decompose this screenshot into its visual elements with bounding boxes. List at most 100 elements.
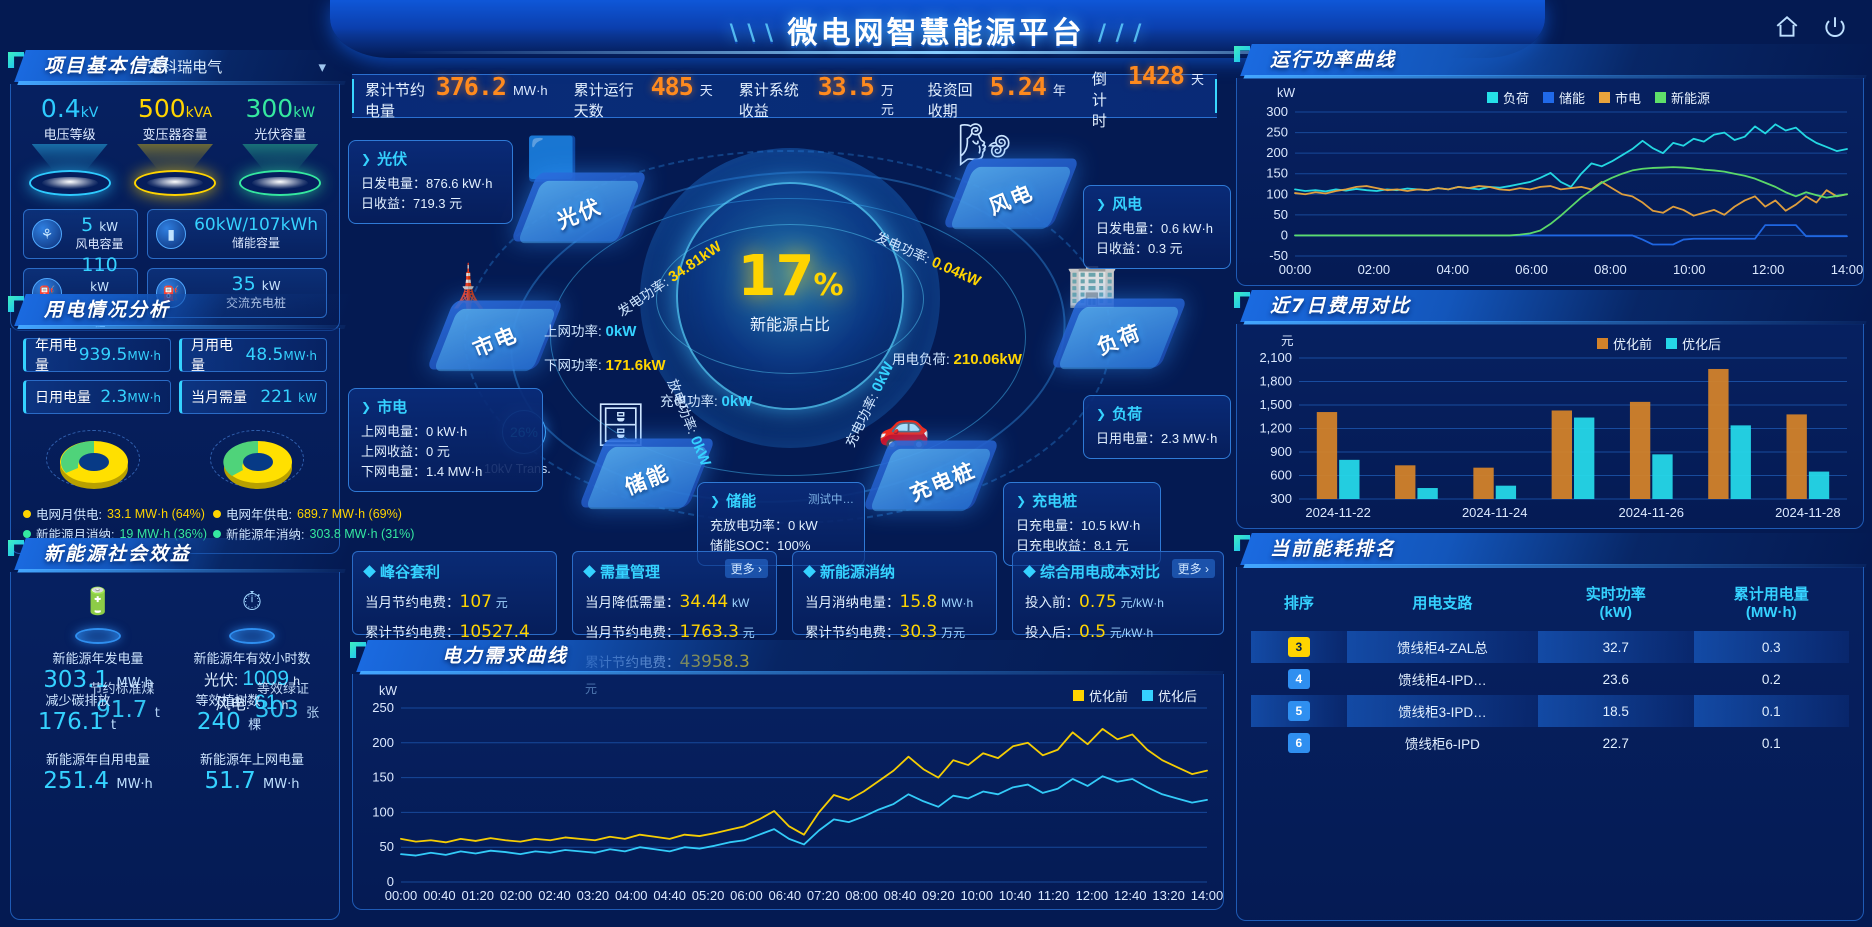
- benefit-wind-hours: 风电: 61 h: [215, 691, 289, 714]
- legend-item-renewable: 新能源: [1655, 88, 1710, 107]
- col-rank: 排序: [1283, 594, 1314, 612]
- table-row[interactable]: 6 馈线柜6-IPD 22.7 0.1: [1251, 727, 1849, 759]
- ratio-label: 新能源占比: [749, 317, 830, 334]
- panel-power-curve: 运行功率曲线 kW 负荷 储能 市电 新能源 -50 0 50 100 150 200 25…: [1234, 44, 1872, 286]
- benefit-unit: MW·h: [116, 777, 153, 792]
- table-row[interactable]: 3 馈线柜4-ZAL总 32.7 0.3: [1251, 631, 1849, 663]
- panel-project-info: 项目基本信息 安科瑞电气 ▾ 0.4kV 电压等级 500kVA 变压器容量: [8, 50, 356, 331]
- node-load[interactable]: 🏢 负荷: [1044, 264, 1194, 370]
- branch-power: 32.7: [1538, 631, 1694, 663]
- benefit-value: 91.7: [96, 697, 148, 723]
- svg-text:04:00: 04:00: [615, 888, 648, 903]
- kpi-unit: MW·h: [512, 82, 548, 98]
- flow-export-power: 上网功率: 0kW: [544, 323, 637, 340]
- usage-label: 日用电量: [35, 389, 91, 405]
- battery-cabinet-icon: 🗄: [594, 401, 648, 448]
- node-charger[interactable]: 🚗 充电桩: [856, 406, 1006, 512]
- capacity-label: 变压器容量: [142, 127, 208, 142]
- panel-header: 用电情况分析: [8, 294, 356, 329]
- home-icon[interactable]: [1774, 14, 1800, 40]
- card-wind: 风电 日发电量：0.6 kW·h 日收益：0.3 元: [1083, 185, 1231, 270]
- panel-social-benefit: 新能源社会效益 🔋 新能源年发电量 303.1 MW·h ⏱ 新能源年有效小时数…: [8, 538, 356, 920]
- svg-text:1,500: 1,500: [1259, 397, 1292, 412]
- kpi-item: 累计系统收益 33.5 万元: [726, 72, 915, 121]
- stat-title: 需量管理: [585, 561, 764, 582]
- title-text: 微电网智慧能源平台: [787, 16, 1085, 51]
- chevron-down-icon[interactable]: ▾: [318, 59, 326, 76]
- usage-row-month: 月用电量 48.5MW·h: [179, 337, 327, 373]
- benefit-unit: 棵: [248, 718, 262, 733]
- benefit-value: 303: [254, 697, 299, 723]
- svg-text:06:40: 06:40: [769, 888, 802, 903]
- col-energy: 累计用电量 (MW·h): [1733, 586, 1809, 621]
- table-row[interactable]: 4 馈线柜4-IPD… 23.6 0.2: [1251, 663, 1849, 695]
- benefit-value: 176.1: [37, 709, 104, 735]
- table-row[interactable]: 5 馈线柜3-IPD… 18.5 0.1: [1251, 695, 1849, 727]
- benefit-value: 303.1: [43, 667, 110, 693]
- capacity-transformer: 500kVA 变压器容量: [125, 96, 225, 196]
- table-header-row: 排序 用电支路 实时功率 (kW) 累计用电量 (MW·h): [1251, 573, 1849, 631]
- svg-text:02:00: 02:00: [1358, 262, 1391, 277]
- beam-glow: [136, 144, 213, 170]
- svg-text:250: 250: [372, 700, 394, 715]
- kpi-item: 投资回收期 5.24 年: [915, 72, 1079, 121]
- benefit-value: 240: [196, 709, 241, 735]
- kpi-value: 1428: [1127, 61, 1185, 90]
- legend-item-grid: 市电: [1599, 88, 1641, 107]
- node-grid[interactable]: 🗼 市电: [420, 266, 570, 372]
- panel-header: 运行功率曲线: [1234, 44, 1872, 79]
- panel-demand-curve: 电力需求曲线 kW 优化前 优化后 0 50 100 150 200 250 00:00 00…: [350, 640, 1240, 922]
- benefit-label: 等效植树数: [195, 693, 261, 708]
- svg-text:2024-11-22: 2024-11-22: [1305, 505, 1371, 520]
- svg-text:14:00: 14:00: [1831, 262, 1863, 277]
- card-line: 下网电量：1.4 MW·h: [361, 464, 483, 480]
- panel-body: 🔋 新能源年发电量 303.1 MW·h ⏱ 新能源年有效小时数 光伏: 100…: [10, 572, 340, 920]
- svg-text:04:40: 04:40: [653, 888, 686, 903]
- power-icon[interactable]: [1822, 14, 1848, 40]
- stat-card-peak-valley: 峰谷套利 当月节约电费：107 元 累计节约电费：10527.4 元: [352, 551, 557, 667]
- panel-header: 近7日费用对比: [1234, 290, 1872, 325]
- capacity-unit: kV: [80, 105, 99, 121]
- usage-label: 当月需量: [191, 389, 247, 405]
- capacity-value: 500: [137, 94, 186, 123]
- ratio-value: 17: [737, 244, 815, 309]
- stat-title: 综合用电成本对比: [1025, 561, 1211, 582]
- card-line: 日收益：719.3 元: [361, 196, 463, 212]
- svg-text:100: 100: [1266, 186, 1288, 201]
- node-wind[interactable]: 🌬 风电: [936, 124, 1086, 230]
- legend-item-load: 负荷: [1487, 88, 1529, 107]
- legend-label: 电网月供电:: [36, 508, 102, 522]
- svg-text:05:20: 05:20: [692, 888, 725, 903]
- capacity-label: 电压等级: [43, 127, 96, 142]
- node-solar[interactable]: 🟦 光伏: [504, 138, 654, 244]
- svg-text:08:00: 08:00: [845, 888, 878, 903]
- usage-value: 221: [260, 387, 293, 407]
- panel-body: kW 负荷 储能 市电 新能源 -50 0 50 100 150 200 250 300 00:…: [1236, 78, 1864, 286]
- more-button[interactable]: 更多 ›: [1171, 559, 1215, 578]
- project-selector[interactable]: 安科瑞电气 ▾: [147, 56, 326, 77]
- usage-row-year: 年用电量 939.5MW·h: [23, 337, 171, 373]
- svg-text:12:00: 12:00: [1076, 888, 1109, 903]
- branch-power: 23.6: [1602, 671, 1629, 687]
- node-storage[interactable]: 🗄 储能: [572, 404, 722, 510]
- benefit-label: 新能源年有效小时数: [193, 651, 311, 666]
- pedestal-ring: [239, 170, 322, 196]
- card-load: 负荷 日用电量：2.3 MW·h: [1083, 395, 1231, 460]
- more-button[interactable]: 更多 ›: [724, 559, 768, 578]
- branch-power: 22.7: [1602, 735, 1629, 751]
- svg-text:10:00: 10:00: [1673, 262, 1706, 277]
- branch-name: 馈线柜4-ZAL总: [1346, 631, 1539, 663]
- kpi-strip: 累计节约电量 376.2 MW·h 累计运行天数 485 天 累计系统收益 33…: [352, 61, 1217, 130]
- ratio-symbol: %: [813, 268, 843, 303]
- svg-text:150: 150: [372, 770, 394, 785]
- panel-body: 排序 用电支路 实时功率 (kW) 累计用电量 (MW·h) 3 馈线柜4-ZAL总…: [1236, 567, 1864, 921]
- legend-item-after: 优化后: [1141, 686, 1197, 705]
- card-line: 上网收益：0 元: [361, 444, 450, 460]
- benefit-self-use: 新能源年自用电量 251.4 MW·h: [21, 749, 175, 794]
- capacity-unit: kW: [293, 105, 316, 121]
- benefit-value: 251.4: [43, 768, 110, 794]
- svg-text:200: 200: [1266, 145, 1288, 160]
- legend-grid-year: 电网年供电: 689.7 MW·h (69%): [213, 504, 414, 523]
- svg-text:10:00: 10:00: [960, 888, 993, 903]
